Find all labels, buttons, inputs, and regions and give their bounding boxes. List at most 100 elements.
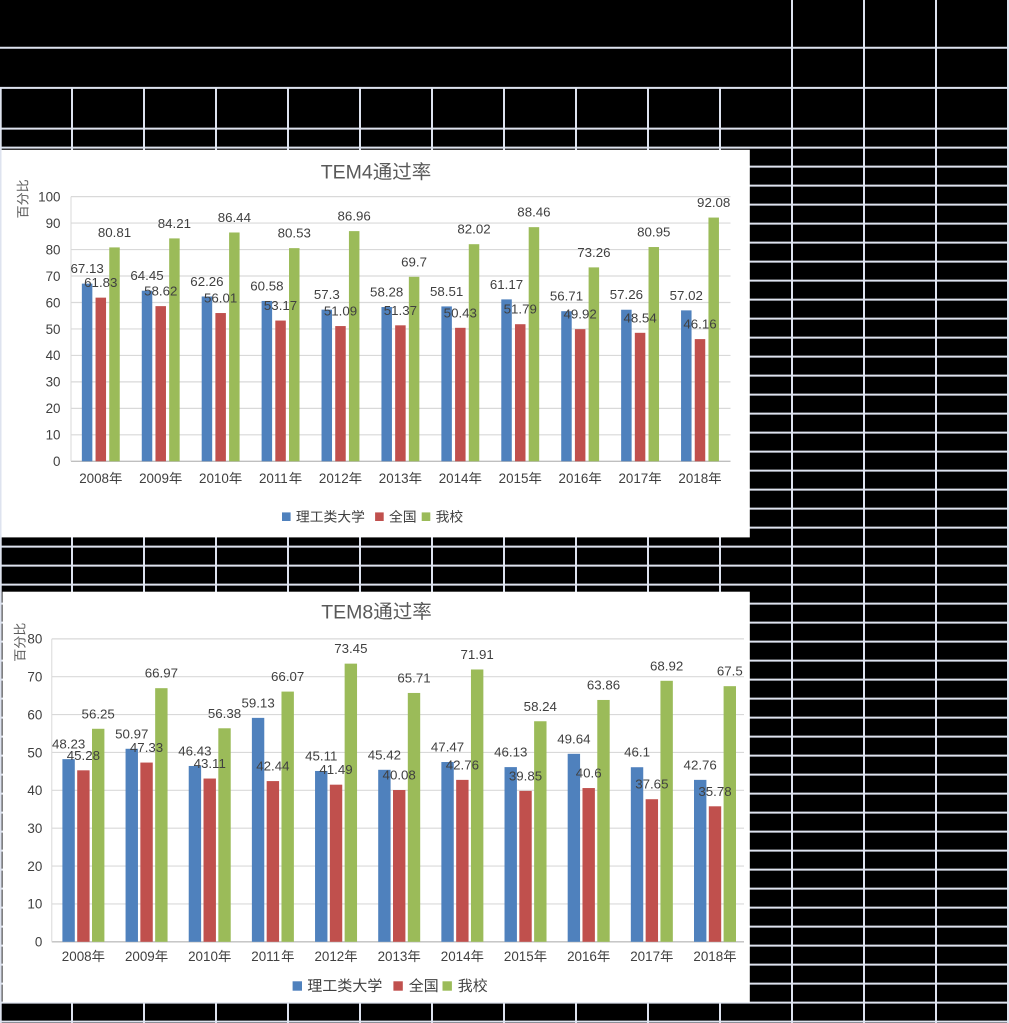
svg-text:58.62: 58.62 bbox=[144, 284, 177, 299]
svg-text:92.08: 92.08 bbox=[697, 195, 730, 210]
svg-text:10: 10 bbox=[27, 897, 42, 912]
svg-text:2008: 2008 bbox=[79, 471, 109, 486]
svg-text:2015: 2015 bbox=[499, 471, 529, 486]
svg-text:67.5: 67.5 bbox=[717, 664, 743, 679]
svg-text:80.95: 80.95 bbox=[637, 225, 670, 240]
svg-text:2018: 2018 bbox=[693, 949, 723, 964]
svg-text:TEM8: TEM8 bbox=[321, 601, 373, 623]
svg-text:50: 50 bbox=[27, 745, 42, 760]
svg-text:2016: 2016 bbox=[559, 471, 589, 486]
svg-text:42.76: 42.76 bbox=[684, 757, 717, 772]
svg-text:59.13: 59.13 bbox=[241, 695, 274, 710]
svg-text:51.09: 51.09 bbox=[324, 304, 357, 319]
svg-text:51.79: 51.79 bbox=[504, 302, 537, 317]
svg-text:30: 30 bbox=[46, 375, 61, 390]
svg-text:73.26: 73.26 bbox=[577, 245, 610, 260]
svg-text:63.86: 63.86 bbox=[587, 677, 620, 692]
svg-text:2010: 2010 bbox=[188, 949, 218, 964]
svg-text:58.51: 58.51 bbox=[430, 284, 463, 299]
svg-text:86.44: 86.44 bbox=[218, 210, 251, 225]
svg-text:40: 40 bbox=[46, 348, 61, 363]
svg-text:50: 50 bbox=[46, 322, 61, 337]
svg-text:20: 20 bbox=[46, 401, 61, 416]
svg-text:82.02: 82.02 bbox=[457, 222, 490, 237]
svg-text:2013: 2013 bbox=[379, 471, 409, 486]
svg-text:2017: 2017 bbox=[618, 471, 648, 486]
svg-text:73.45: 73.45 bbox=[334, 641, 367, 656]
svg-text:2017: 2017 bbox=[630, 949, 660, 964]
svg-text:49.64: 49.64 bbox=[557, 731, 590, 746]
svg-text:40: 40 bbox=[27, 783, 42, 798]
svg-text:67.13: 67.13 bbox=[70, 261, 103, 276]
svg-text:53.17: 53.17 bbox=[264, 298, 297, 313]
svg-text:80.53: 80.53 bbox=[278, 226, 311, 241]
svg-text:61.17: 61.17 bbox=[490, 277, 523, 292]
svg-text:62.26: 62.26 bbox=[190, 274, 223, 289]
svg-text:39.85: 39.85 bbox=[509, 768, 542, 783]
svg-text:10: 10 bbox=[46, 428, 61, 443]
svg-text:64.45: 64.45 bbox=[130, 268, 163, 283]
svg-text:45.11: 45.11 bbox=[305, 748, 337, 763]
svg-text:45.42: 45.42 bbox=[368, 747, 401, 762]
svg-text:0: 0 bbox=[35, 935, 42, 950]
svg-text:2011: 2011 bbox=[259, 471, 288, 486]
svg-text:2011: 2011 bbox=[251, 949, 280, 964]
svg-text:60.58: 60.58 bbox=[250, 278, 283, 293]
svg-text:50.97: 50.97 bbox=[115, 726, 148, 741]
svg-text:80.81: 80.81 bbox=[98, 225, 131, 240]
svg-text:2016: 2016 bbox=[567, 949, 597, 964]
svg-text:43.11: 43.11 bbox=[194, 756, 226, 771]
svg-text:51.37: 51.37 bbox=[384, 303, 417, 318]
svg-text:69.7: 69.7 bbox=[401, 254, 427, 269]
svg-text:41.49: 41.49 bbox=[319, 762, 352, 777]
svg-text:2014: 2014 bbox=[441, 949, 471, 964]
svg-text:2014: 2014 bbox=[439, 471, 469, 486]
svg-text:2009: 2009 bbox=[125, 949, 155, 964]
svg-text:TEM4: TEM4 bbox=[321, 162, 373, 184]
svg-text:2009: 2009 bbox=[139, 471, 169, 486]
svg-text:46.1: 46.1 bbox=[624, 745, 650, 760]
svg-text:71.91: 71.91 bbox=[461, 647, 494, 662]
svg-text:88.46: 88.46 bbox=[517, 205, 550, 220]
svg-text:70: 70 bbox=[46, 269, 61, 284]
svg-text:35.78: 35.78 bbox=[698, 784, 731, 799]
svg-text:46.13: 46.13 bbox=[494, 745, 527, 760]
svg-text:40.08: 40.08 bbox=[383, 768, 416, 783]
svg-text:60: 60 bbox=[27, 707, 42, 722]
svg-text:0: 0 bbox=[53, 454, 60, 469]
svg-text:56.01: 56.01 bbox=[204, 291, 237, 306]
svg-text:47.33: 47.33 bbox=[130, 740, 163, 755]
svg-text:42.76: 42.76 bbox=[446, 757, 479, 772]
svg-text:66.97: 66.97 bbox=[145, 666, 178, 681]
svg-text:47.47: 47.47 bbox=[431, 740, 464, 755]
svg-text:46.16: 46.16 bbox=[683, 317, 716, 332]
svg-text:60: 60 bbox=[46, 295, 61, 310]
svg-text:56.71: 56.71 bbox=[550, 289, 583, 304]
svg-text:2012: 2012 bbox=[319, 471, 349, 486]
svg-text:40.6: 40.6 bbox=[576, 766, 602, 781]
svg-text:80: 80 bbox=[46, 242, 61, 257]
svg-text:56.38: 56.38 bbox=[208, 706, 241, 721]
svg-text:48.23: 48.23 bbox=[52, 737, 85, 752]
svg-text:20: 20 bbox=[27, 859, 42, 874]
svg-text:2015: 2015 bbox=[504, 949, 534, 964]
svg-text:68.92: 68.92 bbox=[650, 658, 683, 673]
svg-text:2008: 2008 bbox=[62, 949, 92, 964]
svg-text:2012: 2012 bbox=[314, 949, 344, 964]
svg-text:84.21: 84.21 bbox=[158, 216, 191, 231]
svg-text:50.43: 50.43 bbox=[444, 305, 477, 320]
svg-text:49.92: 49.92 bbox=[564, 307, 597, 322]
svg-text:58.24: 58.24 bbox=[524, 699, 557, 714]
svg-text:80: 80 bbox=[27, 632, 42, 647]
svg-text:2010: 2010 bbox=[199, 471, 229, 486]
svg-text:66.07: 66.07 bbox=[271, 669, 304, 684]
svg-text:100: 100 bbox=[38, 189, 60, 204]
svg-text:56.25: 56.25 bbox=[82, 706, 115, 721]
svg-text:57.26: 57.26 bbox=[610, 287, 643, 302]
svg-text:30: 30 bbox=[27, 821, 42, 836]
svg-text:58.28: 58.28 bbox=[370, 285, 403, 300]
svg-text:42.44: 42.44 bbox=[256, 759, 289, 774]
svg-text:2018: 2018 bbox=[678, 471, 708, 486]
svg-text:57.3: 57.3 bbox=[314, 287, 340, 302]
svg-text:90: 90 bbox=[46, 216, 61, 231]
